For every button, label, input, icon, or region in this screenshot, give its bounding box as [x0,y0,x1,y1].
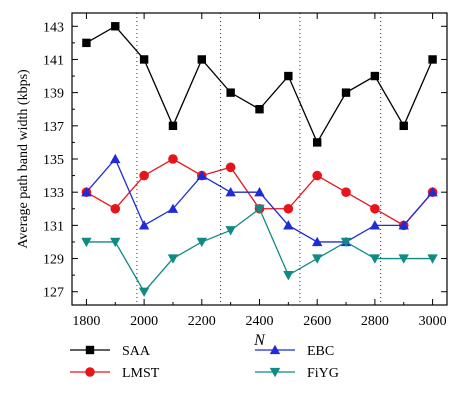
legend-marker-fiyg [269,367,281,378]
series-line-saa [86,25,434,144]
data-point-lmst [110,203,121,214]
legend-label-lmst: LMST [122,366,160,381]
data-point-ebc [138,220,150,230]
legend-label-saa: SAA [122,344,151,359]
data-point-ebc [427,186,438,197]
y-tick-label: 143 [43,20,64,35]
data-point-fiyg [225,226,236,236]
x-tick-label: 2400 [246,314,274,329]
legend-label-ebc: EBC [307,344,334,359]
x-tick-label: 2000 [130,314,158,329]
data-point-fiyg [81,237,92,248]
plot-frame [71,12,448,306]
y-tick-label: 127 [43,286,64,301]
data-point-saa [111,22,120,31]
data-point-fiyg [283,270,294,281]
data-point-saa [255,105,264,114]
y-tick-label: 129 [43,253,64,268]
y-tick-label: 137 [43,120,64,135]
legend-marker-ebc [269,344,281,355]
data-point-fiyg [340,237,352,248]
data-point-saa [226,88,235,97]
data-point-saa [312,138,322,147]
data-point-saa [168,121,178,131]
data-point-saa [341,88,351,97]
data-point-saa [399,121,408,131]
data-point-saa [139,55,149,64]
data-point-fiyg [138,287,150,297]
data-point-lmst [283,203,294,214]
data-point-fiyg [311,254,323,264]
data-point-ebc [311,236,323,247]
data-point-fiyg [427,254,438,264]
x-tick-label: 2200 [188,314,216,329]
data-point-ebc [398,220,409,230]
data-point-lmst [370,203,380,214]
y-tick-label: 135 [43,153,64,168]
data-point-saa [370,71,380,81]
data-point-lmst [312,170,322,181]
data-point-lmst [225,162,236,173]
data-point-lmst [139,170,149,181]
data-point-ebc [254,186,265,197]
legend-marker-saa [85,345,95,355]
x-tick-label: 1800 [72,314,100,329]
data-point-saa [428,55,437,64]
x-tick-label: 2800 [361,314,389,329]
data-point-ebc [110,153,121,164]
data-point-fiyg [254,204,265,214]
data-point-fiyg [110,237,121,248]
legend-label-fiyg: FiYG [307,366,339,381]
data-point-ebc [283,220,294,230]
data-point-ebc [225,186,236,197]
data-point-fiyg [196,237,208,248]
y-tick-label: 139 [43,87,64,102]
y-tick-label: 133 [43,186,64,201]
x-tick-label: 2600 [303,314,331,329]
data-point-fiyg [398,254,409,264]
data-point-fiyg [369,254,381,264]
data-point-saa [284,71,293,81]
data-point-fiyg [167,254,179,264]
y-tick-label: 131 [43,219,64,234]
x-tick-label: 3000 [419,314,447,329]
data-point-saa [82,38,91,48]
data-point-saa [197,55,207,64]
data-point-lmst [168,154,178,164]
data-point-ebc [81,186,92,197]
data-point-ebc [167,203,179,213]
x-axis-label: N [253,332,266,349]
data-point-lmst [341,187,351,197]
data-point-ebc [369,220,381,230]
legend-marker-lmst [85,367,95,377]
y-tick-label: 141 [43,53,64,68]
data-point-ebc [196,170,208,180]
y-axis-label: Average path band width (kbps) [16,69,31,249]
